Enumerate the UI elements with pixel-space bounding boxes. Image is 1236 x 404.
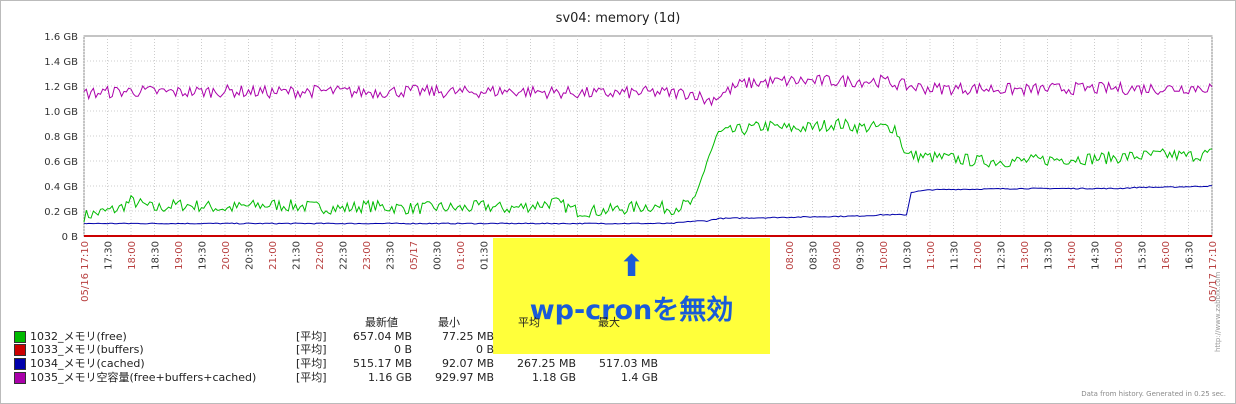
x-tick-label: 13:00 — [1020, 241, 1031, 270]
x-tick-label: 23:30 — [386, 241, 397, 270]
legend-row-last: 515.17 MB — [352, 357, 412, 370]
x-tick-label: 00:30 — [433, 241, 444, 270]
annotation-text: wp-cronを無効 — [529, 295, 734, 326]
legend-row-func: [平均] — [296, 343, 327, 356]
annotation-callout: ⬆ wp-cronを無効 — [493, 238, 770, 354]
legend-row-name: 1033_メモリ(buffers) — [30, 343, 144, 356]
chart-title: sv04: memory (1d) — [556, 11, 681, 26]
legend-row-max: 1.4 GB — [620, 371, 658, 384]
footer-note: Data from history. Generated in 0.25 sec… — [1081, 390, 1226, 398]
x-tick-label: 12:30 — [997, 241, 1008, 270]
x-tick-label: 11:00 — [926, 241, 937, 270]
grid — [83, 36, 1213, 236]
x-tick-label: 18:30 — [151, 241, 162, 270]
x-tick-label: 10:30 — [903, 241, 914, 270]
series-line — [83, 185, 1213, 225]
y-tick-label: 0.4 GB — [44, 182, 78, 193]
legend-swatch — [14, 358, 26, 370]
x-tick-label: 01:00 — [456, 241, 467, 270]
legend-row-min: 92.07 MB — [441, 357, 494, 370]
x-tick-label: 18:00 — [127, 241, 138, 270]
legend-row-name: 1034_メモリ(cached) — [30, 357, 145, 370]
y-ticks: 0 B 0.2 GB 0.4 GB 0.6 GB 0.8 GB 1.0 GB 1.2 GB 1… — [44, 32, 78, 243]
x-tick-label: 05/17 17:10 — [1208, 241, 1219, 302]
legend-header-min: 最小 — [438, 316, 460, 329]
legend-row-last: 1.16 GB — [367, 371, 412, 384]
x-tick-label: 05/16 17:10 — [80, 241, 91, 302]
x-tick-label: 01:30 — [480, 241, 491, 270]
y-tick-label: 1.4 GB — [44, 57, 78, 68]
y-tick-label: 0.6 GB — [44, 157, 78, 168]
legend-row-min: 929.97 MB — [434, 371, 494, 384]
x-tick-label: 14:00 — [1067, 241, 1078, 270]
series-line — [83, 117, 1213, 223]
legend-row-avg: 267.25 MB — [516, 357, 576, 370]
x-tick-label: 16:30 — [1185, 241, 1196, 270]
x-tick-label: 22:00 — [315, 241, 326, 270]
y-tick-label: 1.2 GB — [44, 82, 78, 93]
legend-row-func: [平均] — [296, 371, 327, 384]
y-tick-label: 0.8 GB — [44, 132, 78, 143]
y-tick-label: 1.0 GB — [44, 107, 78, 118]
watermark: http://www.zabbix.com — [1214, 271, 1222, 352]
legend-row-avg: 1.18 GB — [531, 371, 576, 384]
x-tick-label: 15:30 — [1138, 241, 1149, 270]
legend-header-max: 最大 — [598, 316, 620, 329]
x-tick-label: 23:00 — [362, 241, 373, 270]
y-tick-label: 0 B — [62, 232, 79, 243]
x-tick-label: 16:00 — [1161, 241, 1172, 270]
legend-row-func: [平均] — [296, 357, 327, 370]
series-group — [83, 74, 1213, 237]
legend-row-max: 517.03 MB — [598, 357, 658, 370]
x-tick-label: 17:30 — [104, 241, 115, 270]
x-tick-label: 09:30 — [856, 241, 867, 270]
legend-row-min: 0 B — [475, 343, 494, 356]
legend-header-last: 最新値 — [365, 316, 398, 329]
x-tick-label: 21:30 — [292, 241, 303, 270]
legend-swatch — [14, 331, 26, 343]
y-tick-label: 1.6 GB — [44, 32, 78, 43]
legend-row-func: [平均] — [296, 330, 327, 343]
x-tick-label: 11:30 — [950, 241, 961, 270]
x-tick-label: 20:30 — [245, 241, 256, 270]
x-tick-label: 20:00 — [221, 241, 232, 270]
legend-row-last: 657.04 MB — [352, 330, 412, 343]
x-tick-label: 08:30 — [809, 241, 820, 270]
series-line — [83, 74, 1213, 107]
x-tick-label: 05/17 — [409, 241, 420, 270]
legend-row-min: 77.25 MB — [441, 330, 494, 343]
x-tick-label: 19:00 — [174, 241, 185, 270]
legend-swatch — [14, 372, 26, 384]
y-tick-label: 0.2 GB — [44, 207, 78, 218]
x-tick-label: 08:00 — [785, 241, 796, 270]
x-tick-label: 22:30 — [339, 241, 350, 270]
x-tick-label: 10:00 — [879, 241, 890, 270]
x-tick-label: 09:00 — [832, 241, 843, 270]
legend-row-name: 1035_メモリ空容量(free+buffers+cached) — [30, 371, 257, 384]
legend-header-avg: 平均 — [518, 316, 540, 329]
up-arrow-icon: ⬆ — [618, 249, 645, 284]
legend-swatch — [14, 344, 26, 356]
x-tick-label: 19:30 — [198, 241, 209, 270]
x-tick-label: 15:00 — [1114, 241, 1125, 270]
x-tick-label: 12:00 — [973, 241, 984, 270]
x-tick-label: 14:30 — [1091, 241, 1102, 270]
x-tick-label: 13:30 — [1044, 241, 1055, 270]
x-tick-label: 21:00 — [268, 241, 279, 270]
legend-row-name: 1032_メモリ(free) — [30, 330, 127, 343]
legend-row-last: 0 B — [393, 343, 412, 356]
